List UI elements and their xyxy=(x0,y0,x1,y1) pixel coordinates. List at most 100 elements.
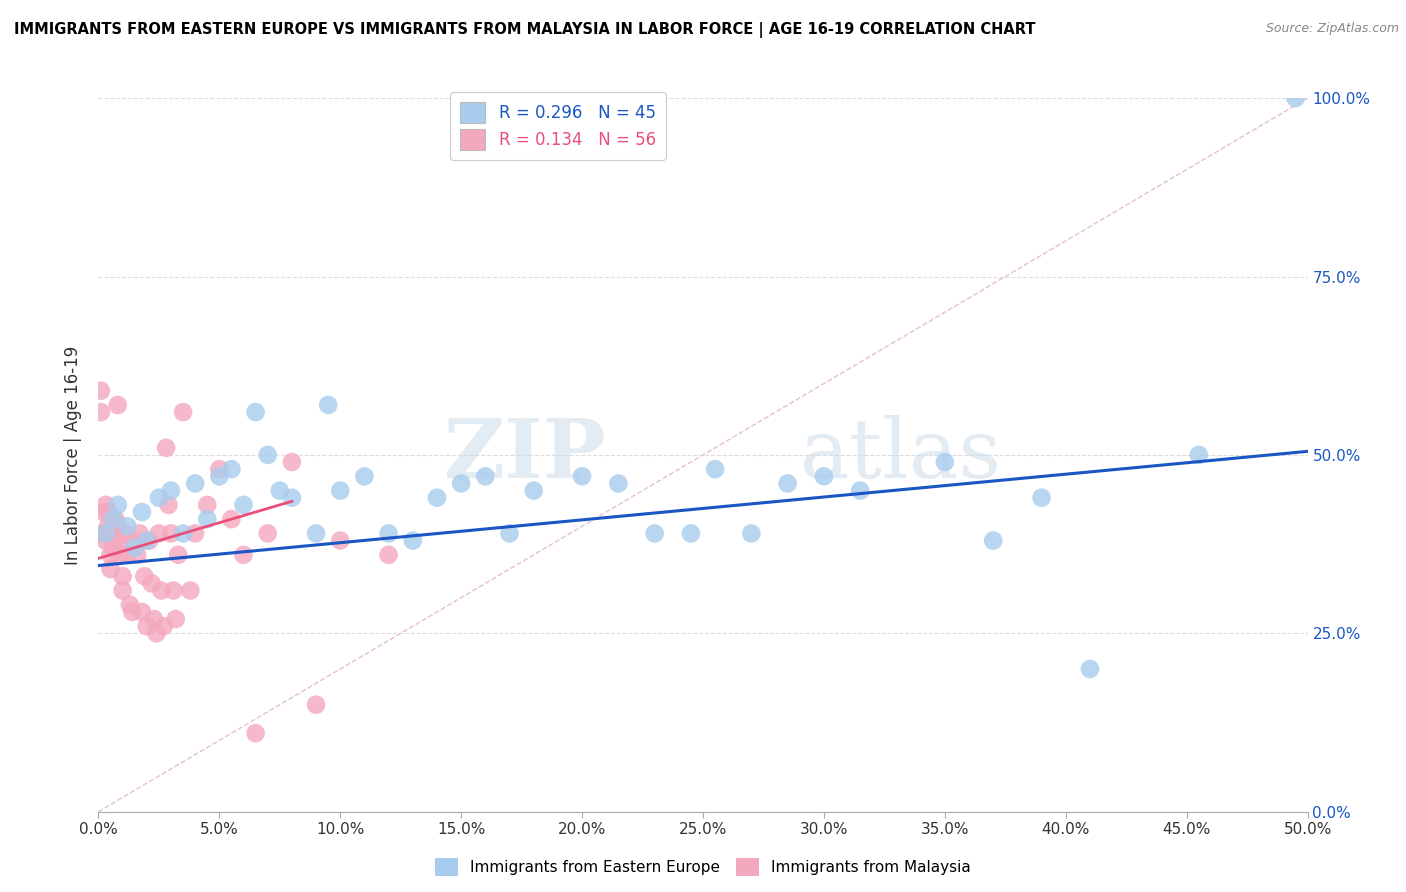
Point xyxy=(100,548,122,562)
Point xyxy=(474,469,496,483)
Point xyxy=(377,526,399,541)
Point xyxy=(97,519,120,533)
Point xyxy=(101,526,124,541)
Point xyxy=(111,569,134,583)
Point xyxy=(157,498,180,512)
Point xyxy=(124,533,146,548)
Point xyxy=(91,526,114,541)
Point xyxy=(165,612,187,626)
Point xyxy=(94,526,117,541)
Point xyxy=(107,398,129,412)
Point xyxy=(221,512,243,526)
Point xyxy=(100,562,122,576)
Text: atlas: atlas xyxy=(800,415,1002,495)
Point xyxy=(104,533,127,548)
Point xyxy=(117,548,139,562)
Point xyxy=(134,569,156,583)
Point xyxy=(160,526,183,541)
Point xyxy=(221,462,243,476)
Point xyxy=(607,476,630,491)
Point xyxy=(813,469,835,483)
Point xyxy=(256,448,278,462)
Point xyxy=(117,519,139,533)
Point xyxy=(135,619,157,633)
Point xyxy=(184,526,207,541)
Point xyxy=(281,491,304,505)
Point xyxy=(329,483,352,498)
Point xyxy=(208,469,231,483)
Point xyxy=(160,483,183,498)
Point xyxy=(107,519,129,533)
Point xyxy=(281,455,304,469)
Point xyxy=(1284,91,1306,105)
Point xyxy=(679,526,702,541)
Point xyxy=(426,491,449,505)
Point xyxy=(152,619,174,633)
Point xyxy=(644,526,666,541)
Point xyxy=(981,533,1004,548)
Point xyxy=(124,541,146,555)
Point xyxy=(127,548,149,562)
Point xyxy=(143,612,166,626)
Point xyxy=(704,462,727,476)
Point xyxy=(104,512,127,526)
Point xyxy=(94,498,117,512)
Point xyxy=(934,455,956,469)
Point xyxy=(377,548,399,562)
Point xyxy=(91,505,114,519)
Point xyxy=(150,583,173,598)
Point xyxy=(1188,448,1211,462)
Point xyxy=(776,476,799,491)
Point xyxy=(329,533,352,548)
Point xyxy=(121,605,143,619)
Point xyxy=(114,526,136,541)
Point xyxy=(131,505,153,519)
Point xyxy=(128,526,150,541)
Point xyxy=(232,548,254,562)
Point xyxy=(155,441,177,455)
Point xyxy=(498,526,520,541)
Point xyxy=(740,526,762,541)
Point xyxy=(184,476,207,491)
Point xyxy=(162,583,184,598)
Point xyxy=(145,626,167,640)
Point xyxy=(138,533,160,548)
Legend: Immigrants from Eastern Europe, Immigrants from Malaysia: Immigrants from Eastern Europe, Immigran… xyxy=(429,852,977,882)
Text: Source: ZipAtlas.com: Source: ZipAtlas.com xyxy=(1265,22,1399,36)
Point xyxy=(108,533,131,548)
Point xyxy=(305,526,328,541)
Point xyxy=(94,533,117,548)
Point xyxy=(232,498,254,512)
Point xyxy=(849,483,872,498)
Point xyxy=(97,505,120,519)
Point xyxy=(450,476,472,491)
Point xyxy=(269,483,291,498)
Point xyxy=(195,512,218,526)
Point xyxy=(107,498,129,512)
Point xyxy=(523,483,546,498)
Point xyxy=(179,583,201,598)
Point xyxy=(1031,491,1053,505)
Point xyxy=(90,405,112,419)
Point xyxy=(172,405,194,419)
Point xyxy=(90,384,112,398)
Point xyxy=(101,512,124,526)
Point xyxy=(245,405,267,419)
Text: IMMIGRANTS FROM EASTERN EUROPE VS IMMIGRANTS FROM MALAYSIA IN LABOR FORCE | AGE : IMMIGRANTS FROM EASTERN EUROPE VS IMMIGR… xyxy=(14,22,1036,38)
Point xyxy=(131,605,153,619)
Point xyxy=(111,583,134,598)
Point xyxy=(305,698,328,712)
Point xyxy=(1078,662,1101,676)
Point xyxy=(571,469,593,483)
Point xyxy=(208,462,231,476)
Point xyxy=(256,526,278,541)
Y-axis label: In Labor Force | Age 16-19: In Labor Force | Age 16-19 xyxy=(65,345,83,565)
Point xyxy=(141,576,163,591)
Point xyxy=(195,498,218,512)
Point xyxy=(353,469,375,483)
Point xyxy=(118,598,141,612)
Point xyxy=(172,526,194,541)
Point xyxy=(135,533,157,548)
Point xyxy=(101,541,124,555)
Point xyxy=(316,398,339,412)
